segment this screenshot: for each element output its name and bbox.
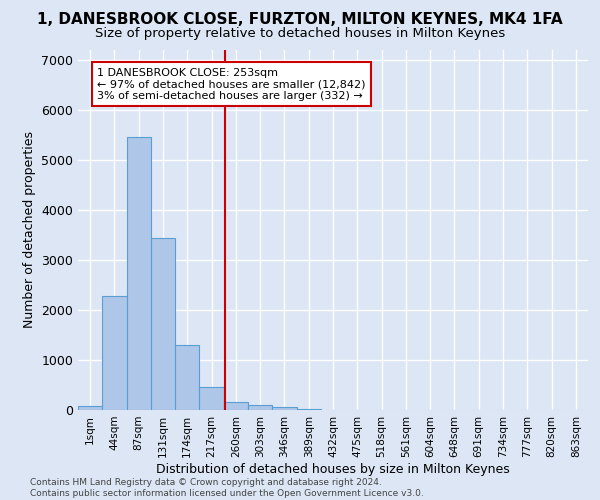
Text: Size of property relative to detached houses in Milton Keynes: Size of property relative to detached ho… bbox=[95, 28, 505, 40]
Text: Contains HM Land Registry data © Crown copyright and database right 2024.
Contai: Contains HM Land Registry data © Crown c… bbox=[30, 478, 424, 498]
Bar bbox=[224, 402, 248, 410]
Y-axis label: Number of detached properties: Number of detached properties bbox=[23, 132, 35, 328]
Bar bbox=[78, 406, 102, 410]
Bar bbox=[102, 296, 127, 410]
Bar bbox=[296, 409, 321, 410]
Bar bbox=[175, 344, 199, 410]
Bar bbox=[199, 387, 224, 410]
Text: 1 DANESBROOK CLOSE: 253sqm
← 97% of detached houses are smaller (12,842)
3% of s: 1 DANESBROOK CLOSE: 253sqm ← 97% of deta… bbox=[97, 68, 366, 100]
X-axis label: Distribution of detached houses by size in Milton Keynes: Distribution of detached houses by size … bbox=[156, 462, 510, 475]
Text: 1, DANESBROOK CLOSE, FURZTON, MILTON KEYNES, MK4 1FA: 1, DANESBROOK CLOSE, FURZTON, MILTON KEY… bbox=[37, 12, 563, 28]
Bar bbox=[248, 405, 272, 410]
Bar bbox=[272, 407, 296, 410]
Bar bbox=[127, 136, 151, 410]
Bar bbox=[151, 238, 175, 410]
